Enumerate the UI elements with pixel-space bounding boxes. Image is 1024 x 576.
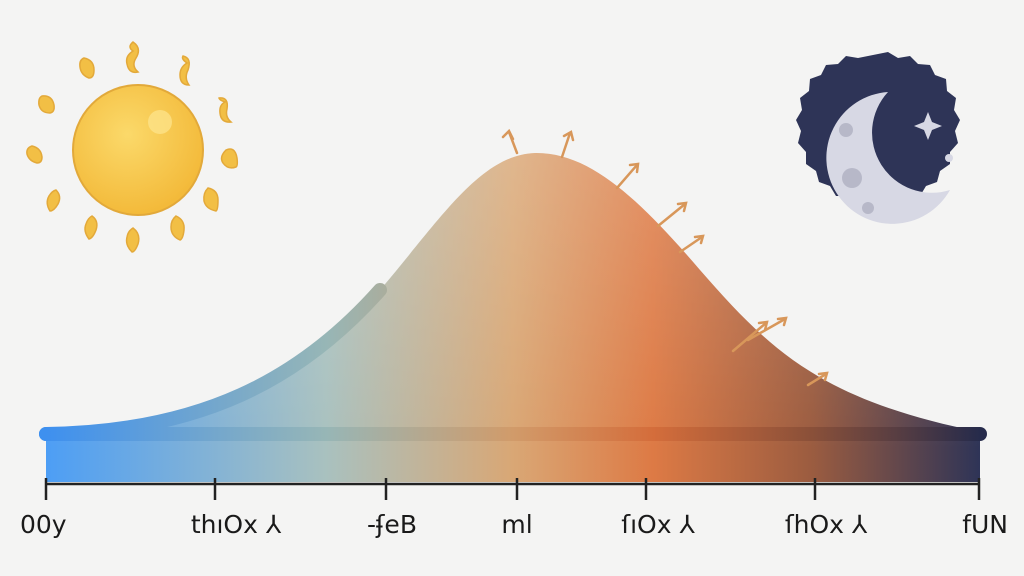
tick-label-6: fUN [962, 510, 1008, 539]
arrow [615, 162, 640, 190]
arrow [746, 316, 788, 342]
sun-icon [26, 41, 239, 253]
crescent-moon-icon [796, 52, 960, 224]
tick-label-3: ml [501, 510, 532, 539]
sparkle-star-icon [914, 112, 942, 140]
axis-tick-labels: 00y thıOx ⅄ -ʄeB ml ſıOx ⅄ ſhOx ⅄ fUN [20, 510, 1008, 539]
sun-disc [72, 84, 204, 216]
tick-label-0: 00y [20, 510, 67, 539]
arrow [501, 128, 519, 155]
arrow [560, 130, 575, 159]
sun-rays [26, 41, 239, 253]
tick-label-4: ſıOx ⅄ [621, 510, 695, 539]
day-curve [39, 152, 987, 482]
tick-label-1: thıOx ⅄ [191, 510, 282, 539]
tick-label-5: ſhOx ⅄ [785, 510, 868, 539]
tick-label-2: -ʄeB [367, 510, 417, 539]
arrow [731, 320, 769, 353]
time-axis: 00y thıOx ⅄ -ʄeB ml ſıOx ⅄ ſhOx ⅄ fUN [20, 478, 1008, 539]
crescent-moon [826, 92, 950, 224]
arrow [806, 371, 829, 387]
heat-arrows [501, 128, 829, 387]
arrow [656, 201, 688, 228]
arrow [678, 234, 705, 254]
axis-ticks [44, 478, 981, 500]
